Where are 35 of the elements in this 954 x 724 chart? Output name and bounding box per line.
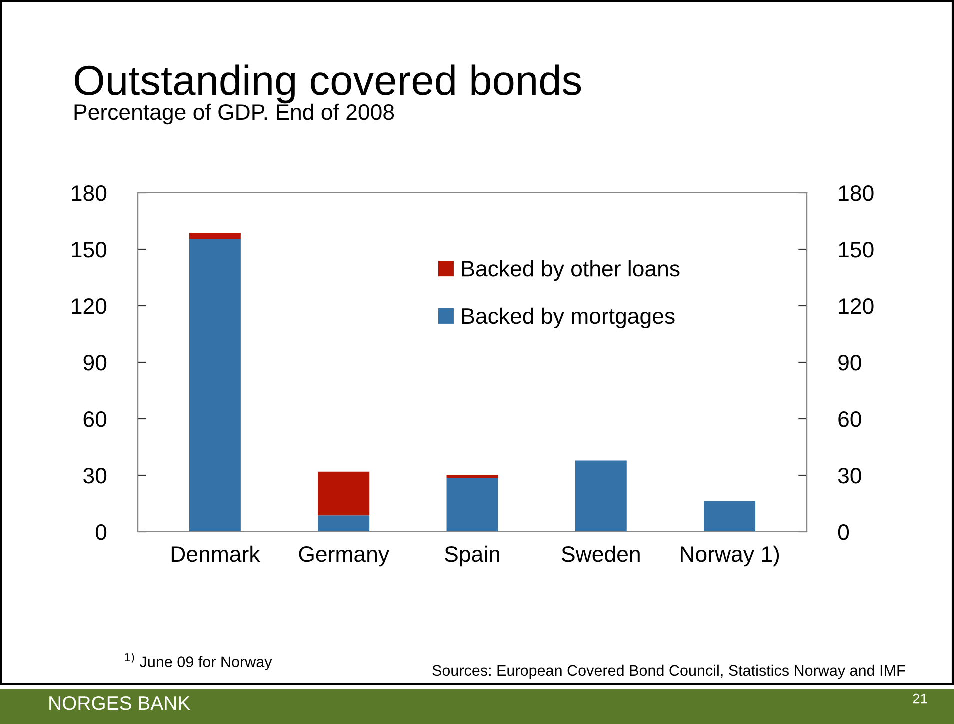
legend-label: Backed by mortgages — [462, 308, 675, 329]
x-tick-label: Denmark — [172, 546, 260, 562]
y2-tick-label: 180 — [839, 186, 874, 202]
y-tick-label: 90 — [84, 355, 107, 371]
y2-tick-label: 90 — [838, 355, 862, 371]
source-note: Sources: European Covered Bond Council, Statistics Norway and IMF — [432, 664, 906, 680]
text: NORGES BANK — [50, 696, 190, 710]
x-tick-label: Germany — [299, 546, 390, 567]
x-tick-label: Sweden — [562, 546, 640, 562]
y-tick-label: 60 — [84, 412, 107, 428]
bar — [318, 516, 370, 532]
bar — [446, 475, 498, 478]
y2-tick-label: 60 — [838, 412, 862, 428]
y-tick-label: 30 — [84, 468, 107, 484]
y2-tick-label: 30 — [838, 468, 862, 484]
y-tick-label: 120 — [72, 298, 107, 314]
x-tick-label: Norway 1) — [681, 546, 780, 567]
chart-subtitle: Percentage of GDP. End of 2008 — [74, 104, 394, 125]
y2-tick-label: 0 — [838, 524, 850, 540]
text: $^{1)}$ June 09 for Norway — [125, 653, 272, 670]
y-tick-label: 180 — [72, 186, 107, 202]
y2-tick-label: 120 — [839, 298, 874, 314]
y-tick-label: 150 — [72, 242, 107, 258]
y2-tick-label: 150 — [839, 242, 874, 258]
bar — [446, 478, 498, 532]
x-tick-label: Spain — [445, 546, 500, 567]
bar — [189, 239, 241, 532]
chart-title: Outstanding covered bonds — [74, 64, 582, 104]
bar — [189, 233, 241, 240]
y-tick-label: 0 — [96, 524, 107, 540]
bar — [575, 460, 627, 532]
text: 21 — [913, 694, 928, 704]
bar — [318, 472, 370, 516]
legend-label: Backed by other loans — [462, 260, 680, 282]
bar — [704, 501, 756, 532]
